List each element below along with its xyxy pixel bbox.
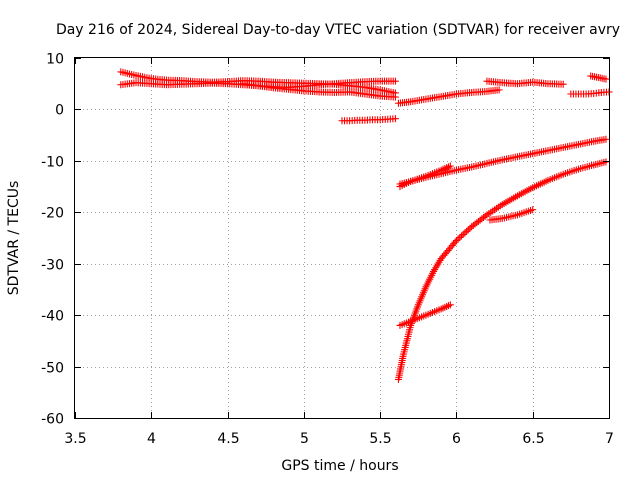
data-point (391, 77, 399, 85)
y-tick-label: -20 (41, 206, 64, 222)
series-arc12 (396, 301, 454, 329)
data-point (463, 227, 471, 235)
y-tick-label: -50 (41, 361, 64, 377)
y-tick-label: -10 (41, 155, 64, 171)
series-arc13 (486, 206, 537, 224)
data-point (461, 229, 469, 237)
data-point (458, 232, 466, 240)
y-tick-label: -30 (41, 258, 64, 274)
x-tick-labels: 3.5 4 4.5 5 5.5 6 6.5 7 (64, 431, 614, 447)
data-point (602, 75, 610, 83)
data-point (559, 80, 567, 88)
data-point (446, 162, 454, 170)
series-arc10 (396, 162, 454, 191)
data-point (456, 233, 464, 241)
y-tick-label: -60 (41, 412, 64, 428)
data-point (495, 86, 503, 94)
data-point (391, 115, 399, 123)
y-tick-label: -40 (41, 309, 64, 325)
series-arc9 (396, 135, 610, 188)
data-point (602, 135, 610, 143)
x-tick-label: 5 (300, 431, 309, 447)
x-tick-label: 4 (147, 431, 156, 447)
axis-ticks (75, 58, 610, 419)
y-tick-labels: -60 -50 -40 -30 -20 -10 0 10 (41, 52, 64, 428)
series-arc7 (567, 88, 613, 98)
chart-title: Day 216 of 2024, Sidereal Day-to-day VTE… (56, 22, 620, 38)
data-point (529, 206, 537, 214)
plot-frame (74, 57, 610, 419)
data-points (117, 68, 613, 383)
x-tick-label: 4.5 (217, 431, 239, 447)
grid-lines (75, 58, 609, 418)
series-arc8 (587, 72, 610, 83)
y-tick-label: 0 (55, 103, 64, 119)
series-arc6 (483, 77, 567, 88)
data-point (464, 226, 472, 234)
x-tick-label: 6 (452, 431, 461, 447)
data-point (454, 235, 462, 243)
series-arc3 (239, 80, 399, 101)
data-point (451, 238, 459, 246)
y-axis-label: SDTVAR / TECUs (6, 181, 22, 296)
x-axis-label: GPS time / hours (281, 458, 398, 474)
data-point (452, 237, 460, 245)
y-tick-label: 10 (46, 52, 64, 68)
x-tick-label: 3.5 (64, 431, 86, 447)
data-point (391, 93, 399, 101)
data-point (459, 230, 467, 238)
series-arc4 (338, 115, 399, 125)
series-arc11 (394, 158, 610, 383)
x-tick-label: 7 (605, 431, 614, 447)
data-point (446, 301, 454, 309)
series-arc5 (394, 86, 503, 107)
x-tick-label: 5.5 (369, 431, 391, 447)
x-tick-label: 6.5 (522, 431, 544, 447)
data-point (481, 212, 489, 220)
